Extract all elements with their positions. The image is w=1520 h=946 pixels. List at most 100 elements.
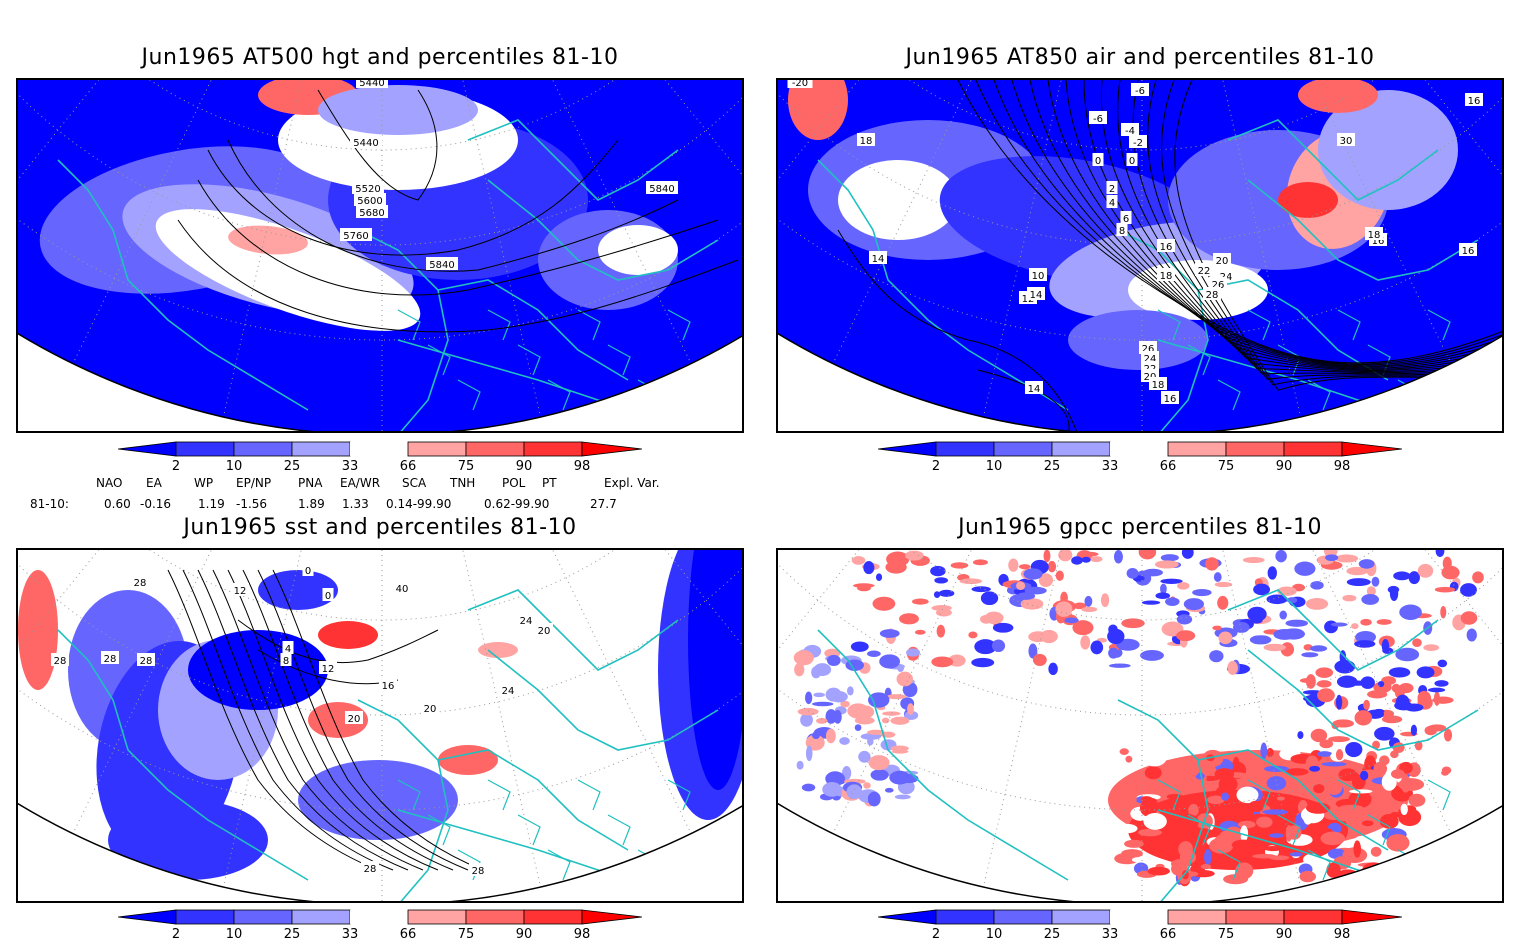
contour-label: 20 bbox=[424, 704, 437, 715]
contour-label: 28 bbox=[1206, 290, 1219, 301]
colorbar-svg: 2 10 25 33 66 75 90 98 bbox=[117, 441, 643, 474]
panel-title-air: Jun1965 AT850 air and percentiles 81-10 bbox=[905, 45, 1375, 70]
colorbar-svg: 2 10 25 33 66 75 90 98 bbox=[877, 909, 1403, 942]
contour-label: 16 bbox=[1160, 242, 1173, 253]
index-header-pt: PT bbox=[542, 476, 557, 490]
colorbar-tick-label: 75 bbox=[458, 927, 475, 942]
colorbar-arrow-high bbox=[1341, 441, 1403, 457]
colorbar-tick-label: 75 bbox=[1218, 927, 1235, 942]
colorbar-tick-label: 75 bbox=[1218, 459, 1235, 474]
map-panel-sst: 28 28 28 28 12 0 0 4 8 12 16 20 20 24 24 28 28 40 20 bbox=[16, 548, 744, 903]
colorbar-tick-label: 25 bbox=[284, 459, 301, 474]
contour-label: 24 bbox=[520, 616, 533, 627]
colorbar-tick-label: 10 bbox=[226, 927, 243, 942]
contour-label: 18 bbox=[1334, 416, 1347, 427]
contour-label: 6 bbox=[1123, 214, 1129, 225]
panel-title-sst: Jun1965 sst and percentiles 81-10 bbox=[183, 515, 577, 540]
colorbar-tick-label: 10 bbox=[986, 927, 1003, 942]
map-canvas-air: -20-6-6-4-200246810121414161616181818202… bbox=[778, 80, 1502, 431]
colorbar-tick-label: 2 bbox=[172, 459, 180, 474]
colorbar-arrow-low bbox=[117, 441, 177, 457]
contour-label: 18 bbox=[1152, 380, 1165, 391]
contour-label: 40 bbox=[396, 584, 409, 595]
contour-label-5440: 5440 bbox=[353, 138, 378, 149]
contour-label: 18 bbox=[860, 136, 873, 147]
contour-label: 16 bbox=[382, 681, 395, 692]
colorbar-tick-label: 2 bbox=[172, 927, 180, 942]
contour-label-5520: 5520 bbox=[355, 184, 380, 195]
index-header-nao: NAO bbox=[96, 476, 123, 490]
contour-label: 24 bbox=[1144, 354, 1157, 365]
contour-label: 14 bbox=[1028, 384, 1041, 395]
contour-label: -6 bbox=[1093, 114, 1103, 125]
index-value-explvar: 27.7 bbox=[590, 497, 617, 511]
colorbar-arrow-high bbox=[581, 909, 643, 925]
contour-label: 8 bbox=[283, 656, 289, 667]
contour-label: 0 bbox=[1129, 156, 1135, 167]
colorbar-tick-label: 98 bbox=[574, 927, 591, 942]
contour-label: 12 bbox=[322, 664, 335, 675]
index-header-eawr: EA/WR bbox=[340, 476, 381, 490]
contour-label-5760: 5760 bbox=[343, 231, 368, 242]
contour-label: 26 bbox=[1212, 280, 1225, 291]
contour-label: 4 bbox=[1109, 198, 1115, 209]
index-value-sca: 0.14-99.90 bbox=[386, 497, 452, 511]
map-panel-gpcc bbox=[776, 548, 1504, 903]
colorbar-tick-label: 33 bbox=[1102, 459, 1119, 474]
colorbar-tick-label: 90 bbox=[516, 927, 533, 942]
index-header-explvar: Expl. Var. bbox=[604, 476, 660, 490]
colorbar-arrow-low bbox=[877, 441, 937, 457]
contour-label: 16 bbox=[1164, 394, 1177, 405]
index-row-label: 81-10: bbox=[30, 497, 69, 511]
colorbar-tick-label: 2 bbox=[932, 459, 940, 474]
index-value-pol: 0.62-99.90 bbox=[484, 497, 550, 511]
colorbar-arrow-high bbox=[1341, 909, 1403, 925]
contour-label-5600: 5600 bbox=[357, 196, 382, 207]
colorbar-tick-label: 90 bbox=[1276, 459, 1293, 474]
contour-label: -2 bbox=[1133, 138, 1143, 149]
map-canvas-sst: 28 28 28 28 12 0 0 48 12 16 20 20 24 24 28 28 40 20 bbox=[18, 550, 742, 901]
contour-label: 18 bbox=[1160, 271, 1173, 282]
index-header-pna: PNA bbox=[298, 476, 323, 490]
contour-label: -4 bbox=[1125, 126, 1135, 137]
index-header-pol: POL bbox=[502, 476, 526, 490]
contour-label: 20 bbox=[348, 714, 361, 725]
index-header-epnp: EP/NP bbox=[236, 476, 272, 490]
contour-label: -20 bbox=[792, 80, 808, 89]
colorbar-tick-label: 66 bbox=[400, 459, 417, 474]
map-canvas-gpcc bbox=[778, 550, 1502, 901]
colorbar-tick-label: 66 bbox=[400, 927, 417, 942]
colorbar-tick-label: 33 bbox=[342, 927, 359, 942]
colorbar-tick-label: 66 bbox=[1160, 459, 1177, 474]
colorbar-tick-label: 25 bbox=[1044, 459, 1061, 474]
panel-title-gpcc: Jun1965 gpcc percentiles 81-10 bbox=[958, 515, 1322, 540]
contour-label: 24 bbox=[502, 686, 515, 697]
contour-label: 28 bbox=[364, 864, 377, 875]
colorbar-tick-label: 10 bbox=[226, 459, 243, 474]
contour-label: -6 bbox=[1135, 86, 1145, 97]
contour-label: 10 bbox=[1032, 271, 1045, 282]
colorbar-tick-label: 75 bbox=[458, 459, 475, 474]
contour-label: 14 bbox=[872, 254, 885, 265]
contour-label: 18 bbox=[1368, 230, 1381, 241]
contour-label: 16 bbox=[1372, 236, 1385, 247]
contour-label: 28 bbox=[54, 656, 67, 667]
colorbar-sst: 2 10 25 33 66 75 90 98 bbox=[117, 908, 643, 942]
colorbar-tick-label: 25 bbox=[284, 927, 301, 942]
contour-label: 16 bbox=[1468, 96, 1481, 107]
contour-label: 30 bbox=[1340, 136, 1353, 147]
colorbar-arrow-low bbox=[877, 909, 937, 925]
contour-label: 28 bbox=[472, 866, 485, 877]
colorbar-tick-label: 25 bbox=[1044, 927, 1061, 942]
contour-label: 14 bbox=[1030, 290, 1043, 301]
colorbar-tick-label: 33 bbox=[1102, 927, 1119, 942]
contour-label: 4 bbox=[285, 644, 291, 655]
colorbar-hgt: 2 10 25 33 66 75 90 98 bbox=[117, 440, 643, 474]
contour-label: 28 bbox=[134, 578, 147, 589]
contour-label-5840: 5840 bbox=[429, 260, 454, 271]
contour-label: 26 bbox=[1142, 344, 1155, 355]
contour-label: 28 bbox=[140, 656, 153, 667]
index-header-wp: WP bbox=[194, 476, 214, 490]
index-header-ea: EA bbox=[146, 476, 162, 490]
